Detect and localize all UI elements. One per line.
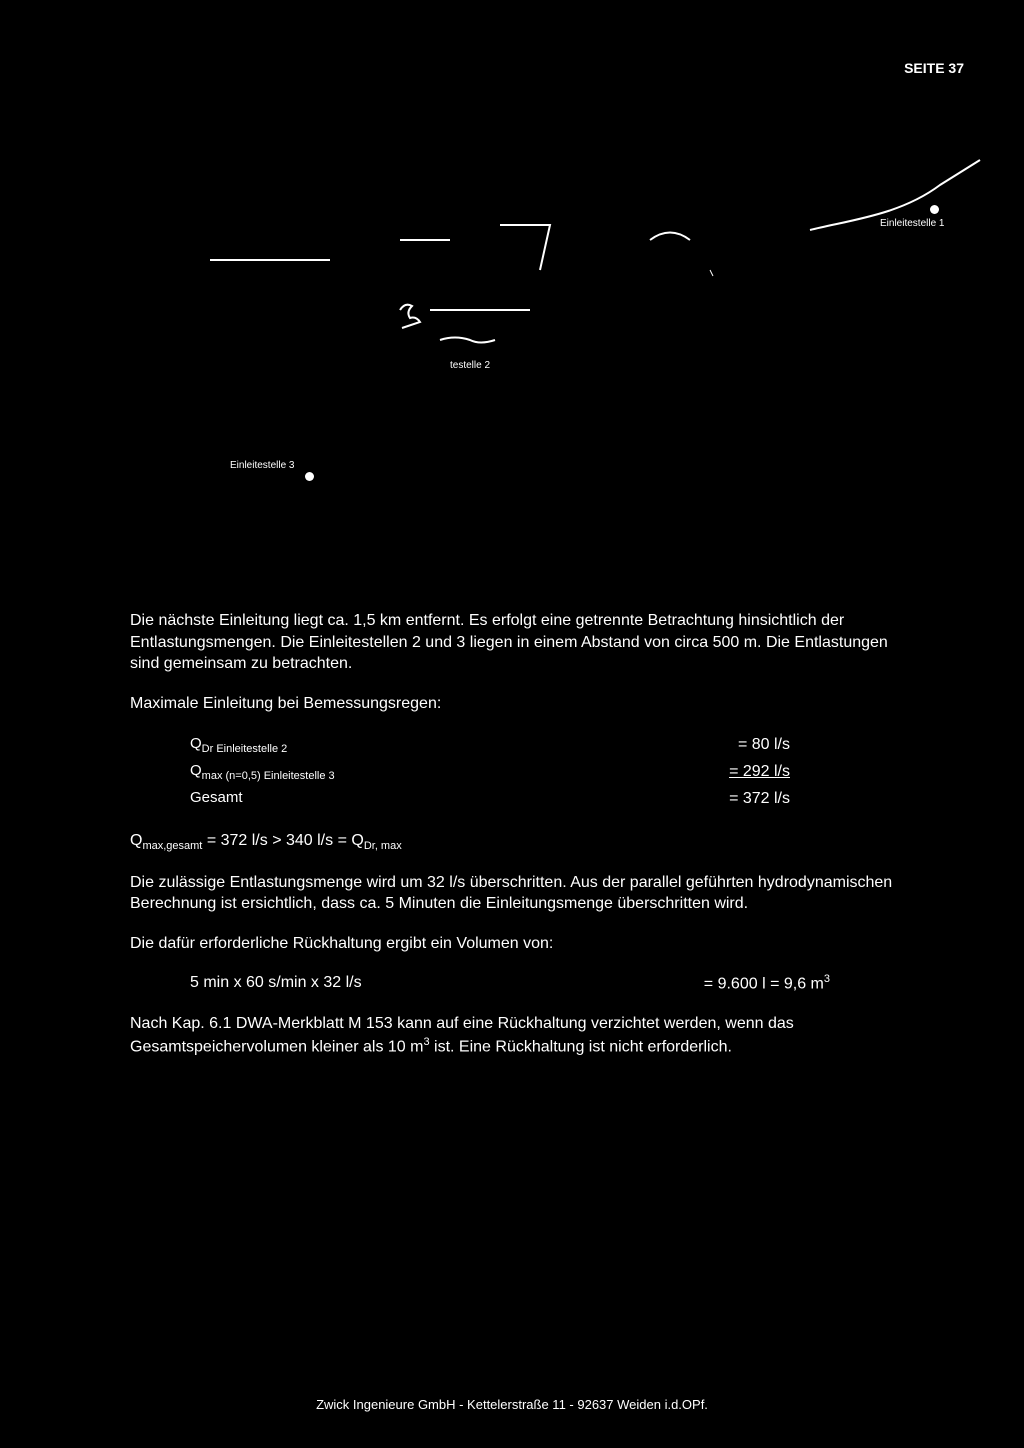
page-footer: Zwick Ingenieure GmbH - Kettelerstraße 1… [0, 1397, 1024, 1412]
label-einleitestelle-3: Einleitestelle 3 [230, 460, 294, 471]
site-diagram: Einleitestelle 1 testelle 2 Einleitestel… [110, 160, 980, 500]
volume-rhs-sup: 3 [824, 973, 830, 985]
row1-value: = 80 l/s [680, 734, 790, 757]
q-symbol: Q [190, 735, 202, 752]
label-einleitestelle-1: Einleitestelle 1 [880, 218, 944, 229]
eq-sub2: Dr, max [364, 840, 402, 852]
eq-q: Q [130, 832, 142, 849]
page-number: SEITE 37 [904, 60, 964, 76]
volume-rhs-pre: = 9.600 l = 9,6 m [704, 976, 824, 993]
row3-label: Gesamt [190, 788, 243, 810]
paragraph-volume-intro: Die dafür erforderliche Rückhaltung ergi… [130, 933, 900, 955]
eq-sub1: max,gesamt [142, 840, 202, 852]
row2-sub: max (n=0,5) Einleitestelle 3 [202, 770, 335, 782]
document-body: Die nächste Einleitung liegt ca. 1,5 km … [130, 610, 900, 1076]
equation-line: Qmax,gesamt = 372 l/s > 340 l/s = QDr, m… [130, 830, 900, 854]
eq-mid: = 372 l/s > 340 l/s = Q [202, 832, 363, 849]
table-row: QDr Einleitestelle 2 = 80 l/s [190, 732, 790, 759]
volume-rhs: = 9.600 l = 9,6 m3 [704, 972, 830, 995]
table-row: Gesamt = 372 l/s [190, 786, 790, 812]
dot-einleitestelle-3 [305, 472, 314, 481]
row3-value: = 372 l/s [680, 788, 790, 810]
row2-label: Qmax (n=0,5) Einleitestelle 3 [190, 761, 335, 784]
label-testelle-2: testelle 2 [450, 360, 490, 371]
dot-einleitestelle-1 [930, 205, 939, 214]
paragraph-conclusion: Nach Kap. 6.1 DWA-Merkblatt M 153 kann a… [130, 1013, 900, 1058]
q-symbol: Q [190, 762, 202, 779]
para4-post: ist. Eine Rückhaltung ist nicht erforder… [430, 1038, 732, 1055]
heading-calc: Maximale Einleitung bei Bemessungsregen: [130, 693, 900, 715]
volume-lhs: 5 min x 60 s/min x 32 l/s [190, 972, 362, 995]
row1-sub: Dr Einleitestelle 2 [202, 743, 288, 755]
volume-calc-row: 5 min x 60 s/min x 32 l/s = 9.600 l = 9,… [190, 972, 830, 995]
table-row: Qmax (n=0,5) Einleitestelle 3 = 292 l/s [190, 759, 790, 786]
paragraph-exceed: Die zulässige Entlastungsmenge wird um 3… [130, 872, 900, 915]
row2-value: = 292 l/s [680, 761, 790, 784]
row1-label: QDr Einleitestelle 2 [190, 734, 287, 757]
calc-table: QDr Einleitestelle 2 = 80 l/s Qmax (n=0,… [190, 732, 790, 811]
paragraph-intro: Die nächste Einleitung liegt ca. 1,5 km … [130, 610, 900, 675]
